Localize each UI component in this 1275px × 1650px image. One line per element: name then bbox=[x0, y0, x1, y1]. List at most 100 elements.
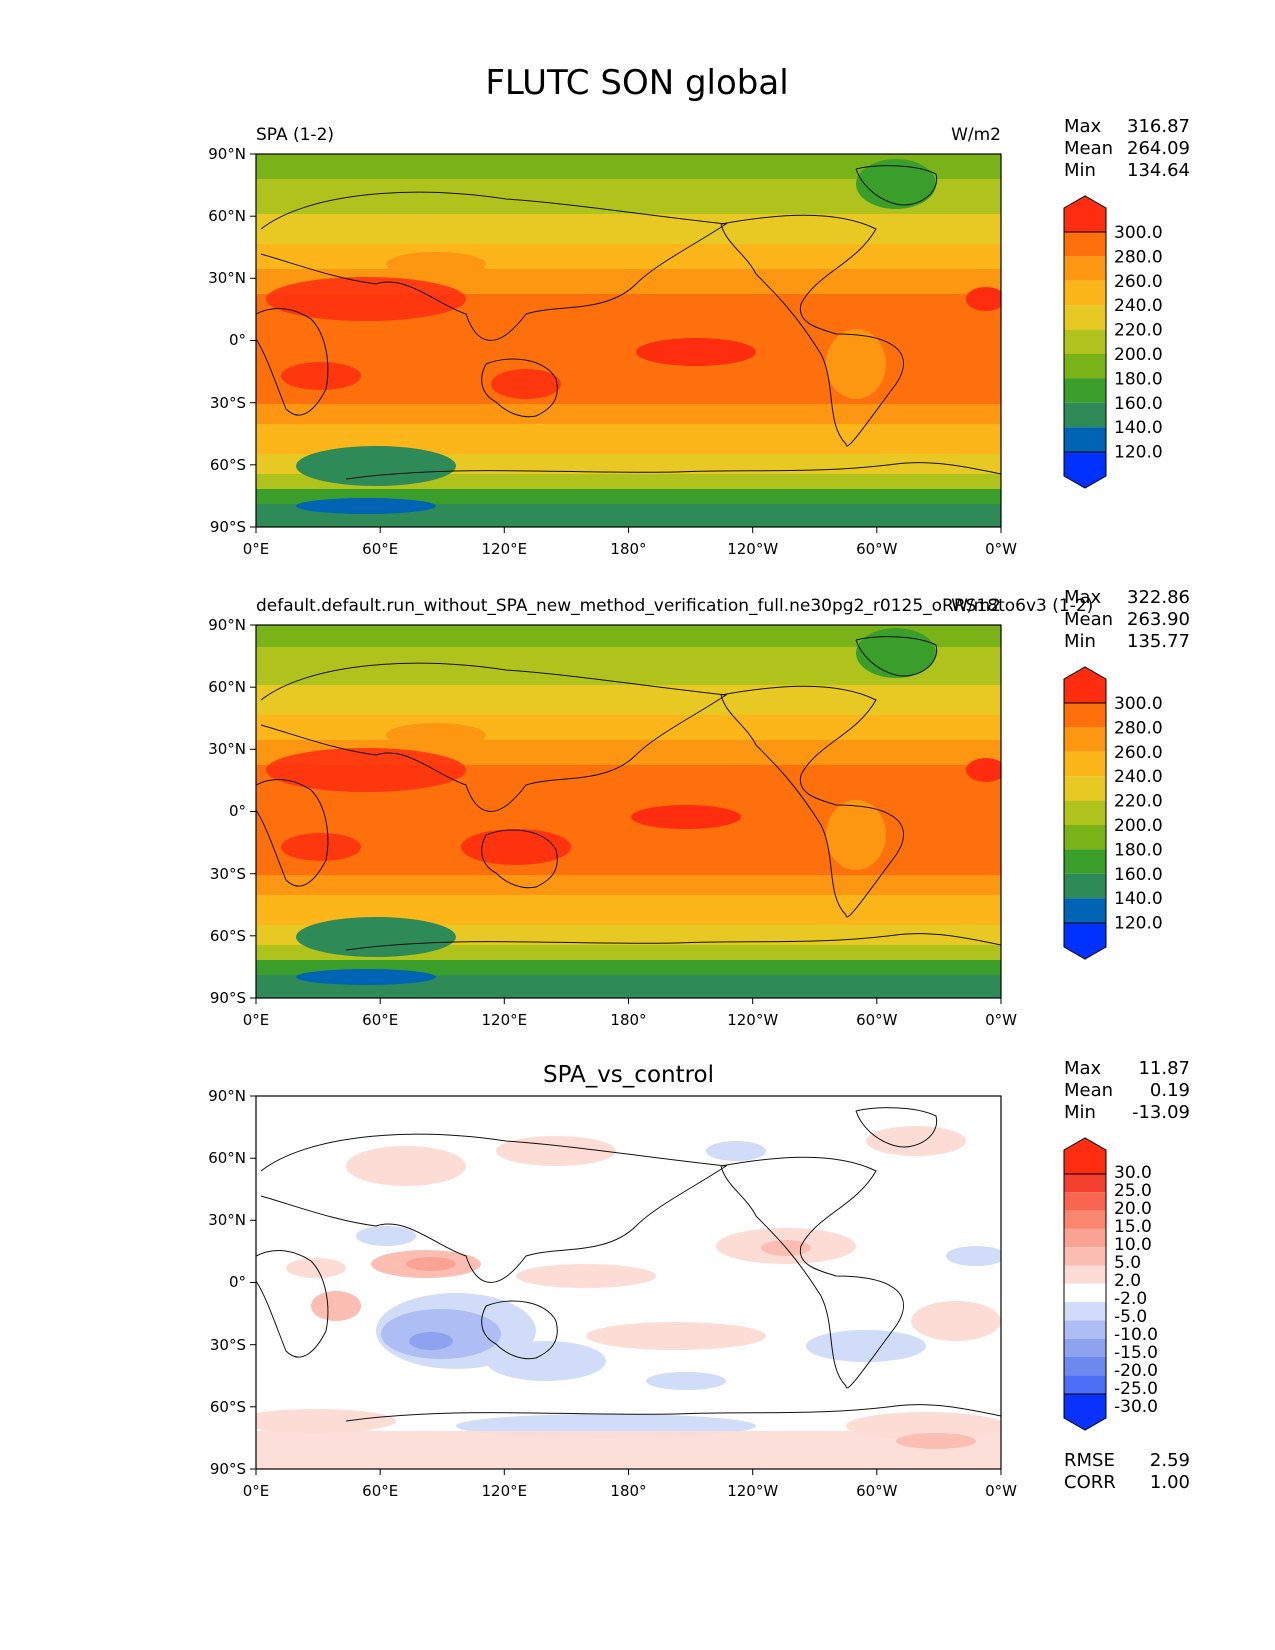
lon-tick-label: 180° bbox=[610, 1011, 646, 1029]
colorbar-tick-label: 240.0 bbox=[1114, 767, 1163, 787]
lat-tick-label: 0° bbox=[229, 802, 246, 820]
lon-tick-label: 0°E bbox=[243, 1482, 270, 1500]
colorbar-segment bbox=[1064, 280, 1106, 306]
stat-mean-value: 264.09 bbox=[1127, 138, 1190, 159]
lon-tick-label: 60°W bbox=[856, 1011, 898, 1029]
lon-tick-label: 0°E bbox=[243, 1011, 270, 1029]
lon-tick-label: 60°W bbox=[856, 1482, 898, 1500]
metric-corr-label: CORR bbox=[1064, 1472, 1116, 1493]
lon-tick-label: 60°E bbox=[362, 540, 398, 558]
colorbar-extend-bottom bbox=[1063, 1393, 1107, 1431]
colorbar-segment bbox=[1064, 1192, 1106, 1211]
colorbar-tick-label: 15.0 bbox=[1114, 1217, 1152, 1237]
stat-mean-label: Mean bbox=[1064, 138, 1113, 159]
stat-max-label: Max bbox=[1064, 1058, 1102, 1079]
panel-test: SPA (1-2) W/m2 90°N 60°N 30°N 0° 30°S 60… bbox=[208, 116, 1190, 558]
colorbar-segment bbox=[1064, 703, 1106, 728]
lat-tick-label: 90°N bbox=[208, 1087, 246, 1105]
map-field bbox=[256, 154, 1001, 527]
colorbar-tick-label: 220.0 bbox=[1114, 321, 1163, 341]
lon-axis: 0°E 60°E 120°E 180° 120°W 60°W 0°W bbox=[243, 1469, 1017, 1500]
colorbar-frame bbox=[1063, 231, 1107, 453]
colorbar-segment bbox=[1064, 873, 1106, 899]
colorbar-tick-label: -20.0 bbox=[1114, 1361, 1158, 1381]
colorbar-tick-label: 260.0 bbox=[1114, 743, 1163, 763]
colorbar-segment bbox=[1064, 329, 1106, 354]
lon-tick-label: 0°E bbox=[243, 540, 270, 558]
colorbar-tick-label: 200.0 bbox=[1114, 816, 1163, 836]
colorbar-tick-label: 300.0 bbox=[1114, 223, 1163, 243]
lon-tick-label: 120°E bbox=[481, 540, 527, 558]
stat-min-value: -13.09 bbox=[1132, 1102, 1190, 1123]
colorbar-tick-label: 240.0 bbox=[1114, 296, 1163, 316]
colorbar-tick-label: -25.0 bbox=[1114, 1379, 1158, 1399]
colorbar-tick-label: 280.0 bbox=[1114, 247, 1163, 267]
colorbar-segment bbox=[1064, 898, 1106, 923]
lat-tick-label: 90°N bbox=[208, 616, 246, 634]
lon-tick-label: 0°W bbox=[985, 1482, 1017, 1500]
colorbar-tick-label: 5.0 bbox=[1114, 1253, 1141, 1273]
stat-max-value: 322.86 bbox=[1127, 587, 1190, 608]
colorbar-segment bbox=[1064, 1357, 1106, 1376]
stat-max-value: 316.87 bbox=[1127, 116, 1190, 137]
colorbar-segment bbox=[1064, 1228, 1106, 1248]
colorbar-tick-label: 180.0 bbox=[1114, 840, 1163, 860]
lon-tick-label: 120°E bbox=[481, 1011, 527, 1029]
map-field bbox=[256, 1096, 1001, 1469]
lat-tick-label: 60°N bbox=[208, 207, 246, 225]
lat-tick-label: 90°S bbox=[210, 989, 246, 1007]
stat-min-value: 135.77 bbox=[1127, 631, 1190, 652]
colorbar-tick-label: 120.0 bbox=[1114, 914, 1163, 934]
colorbar-extend-bottom bbox=[1063, 922, 1107, 960]
figure-title: FLUTC SON global bbox=[485, 63, 788, 103]
colorbar-tick-label: -10.0 bbox=[1114, 1325, 1158, 1345]
colorbar-tick-label: 220.0 bbox=[1114, 792, 1163, 812]
colorbar-tick-label: 160.0 bbox=[1114, 865, 1163, 885]
colorbar-tick-label: 180.0 bbox=[1114, 369, 1163, 389]
lon-tick-label: 120°W bbox=[727, 1011, 778, 1029]
colorbar-tick-label: 200.0 bbox=[1114, 345, 1163, 365]
stats-block: Max 322.86 Mean 263.90 Min 135.77 bbox=[1064, 587, 1190, 652]
colorbar-segment bbox=[1064, 1338, 1106, 1357]
colorbar-segment bbox=[1064, 776, 1106, 801]
colorbar-tick-label: -5.0 bbox=[1114, 1307, 1147, 1327]
colorbar-tick-label: 120.0 bbox=[1114, 443, 1163, 463]
colorbar-frame bbox=[1063, 1173, 1107, 1395]
colorbar-frame bbox=[1063, 702, 1107, 924]
colorbar-tick-label: 140.0 bbox=[1114, 418, 1163, 438]
colorbar-tick-label: 25.0 bbox=[1114, 1181, 1152, 1201]
lon-tick-label: 60°E bbox=[362, 1482, 398, 1500]
lat-tick-label: 30°S bbox=[210, 394, 246, 412]
colorbar-segment bbox=[1064, 1283, 1106, 1303]
lat-tick-label: 30°N bbox=[208, 1211, 246, 1229]
lon-tick-label: 0°W bbox=[985, 1011, 1017, 1029]
stat-min-label: Min bbox=[1064, 631, 1096, 652]
stat-min-label: Min bbox=[1064, 1102, 1096, 1123]
lat-tick-label: 60°N bbox=[208, 678, 246, 696]
colorbar-segment bbox=[1064, 402, 1106, 428]
colorbar-segment bbox=[1064, 727, 1106, 752]
colorbar-tick-label: 280.0 bbox=[1114, 718, 1163, 738]
metric-rmse-value: 2.59 bbox=[1150, 1450, 1190, 1471]
lon-tick-label: 0°W bbox=[985, 540, 1017, 558]
colorbar-extend-top bbox=[1063, 195, 1107, 233]
colorbar-tick-label: 30.0 bbox=[1114, 1163, 1152, 1183]
lat-axis: 90°N 60°N 30°N 0° 30°S 60°S 90°S bbox=[208, 145, 256, 536]
lon-tick-label: 180° bbox=[610, 540, 646, 558]
lat-tick-label: 60°S bbox=[210, 1398, 246, 1416]
colorbar-segment bbox=[1064, 305, 1106, 330]
lat-tick-label: 60°S bbox=[210, 456, 246, 474]
colorbar-segment bbox=[1064, 849, 1106, 874]
colorbar-tick-label: -15.0 bbox=[1114, 1343, 1158, 1363]
lat-tick-label: 30°S bbox=[210, 865, 246, 883]
lon-tick-label: 60°W bbox=[856, 540, 898, 558]
colorbar-segment bbox=[1064, 354, 1106, 379]
colorbar-tick-label: -30.0 bbox=[1114, 1397, 1158, 1417]
colorbar-segment bbox=[1064, 256, 1106, 281]
lat-axis: 90°N 60°N 30°N 0° 30°S 60°S 90°S bbox=[208, 1087, 256, 1478]
lat-tick-label: 60°N bbox=[208, 1149, 246, 1167]
panel-title-left: SPA (1-2) bbox=[256, 125, 334, 145]
colorbar-segment bbox=[1064, 427, 1106, 452]
lat-tick-label: 60°S bbox=[210, 927, 246, 945]
